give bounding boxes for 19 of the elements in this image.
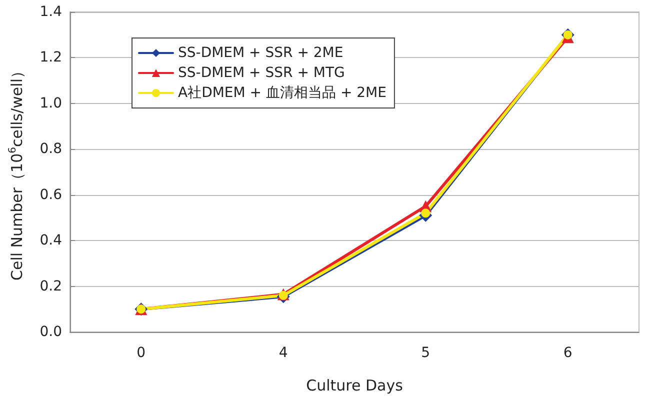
point bbox=[421, 208, 430, 218]
y-tick-label: 1.4 bbox=[40, 4, 62, 20]
point bbox=[278, 290, 288, 300]
x-tick-label: 6 bbox=[563, 345, 572, 361]
y-axis-title: Cell Number（106cells/well） bbox=[8, 63, 26, 281]
x-tick-label: 4 bbox=[278, 345, 288, 361]
y-tick-label: 1.2 bbox=[40, 50, 62, 66]
y-tick-label: 0.0 bbox=[40, 324, 62, 340]
y-tick-label: 1.0 bbox=[40, 95, 62, 112]
legend-label: A社DMEM + 血清相当品 + 2ME bbox=[178, 85, 386, 101]
y-tick-label: 0.8 bbox=[40, 141, 62, 158]
x-tick-label: 0 bbox=[136, 345, 146, 361]
legend-label: SS-DMEM + SSR + 2ME bbox=[178, 45, 344, 61]
y-tick-label: 0.6 bbox=[40, 186, 62, 203]
y-tick-label: 0.2 bbox=[40, 278, 62, 294]
x-tick-label: 5 bbox=[421, 345, 430, 361]
legend-label: SS-DMEM + SSR + MTG bbox=[178, 65, 345, 81]
x-axis-title: Culture Days bbox=[306, 376, 404, 394]
y-tick-label: 0.4 bbox=[40, 232, 62, 249]
